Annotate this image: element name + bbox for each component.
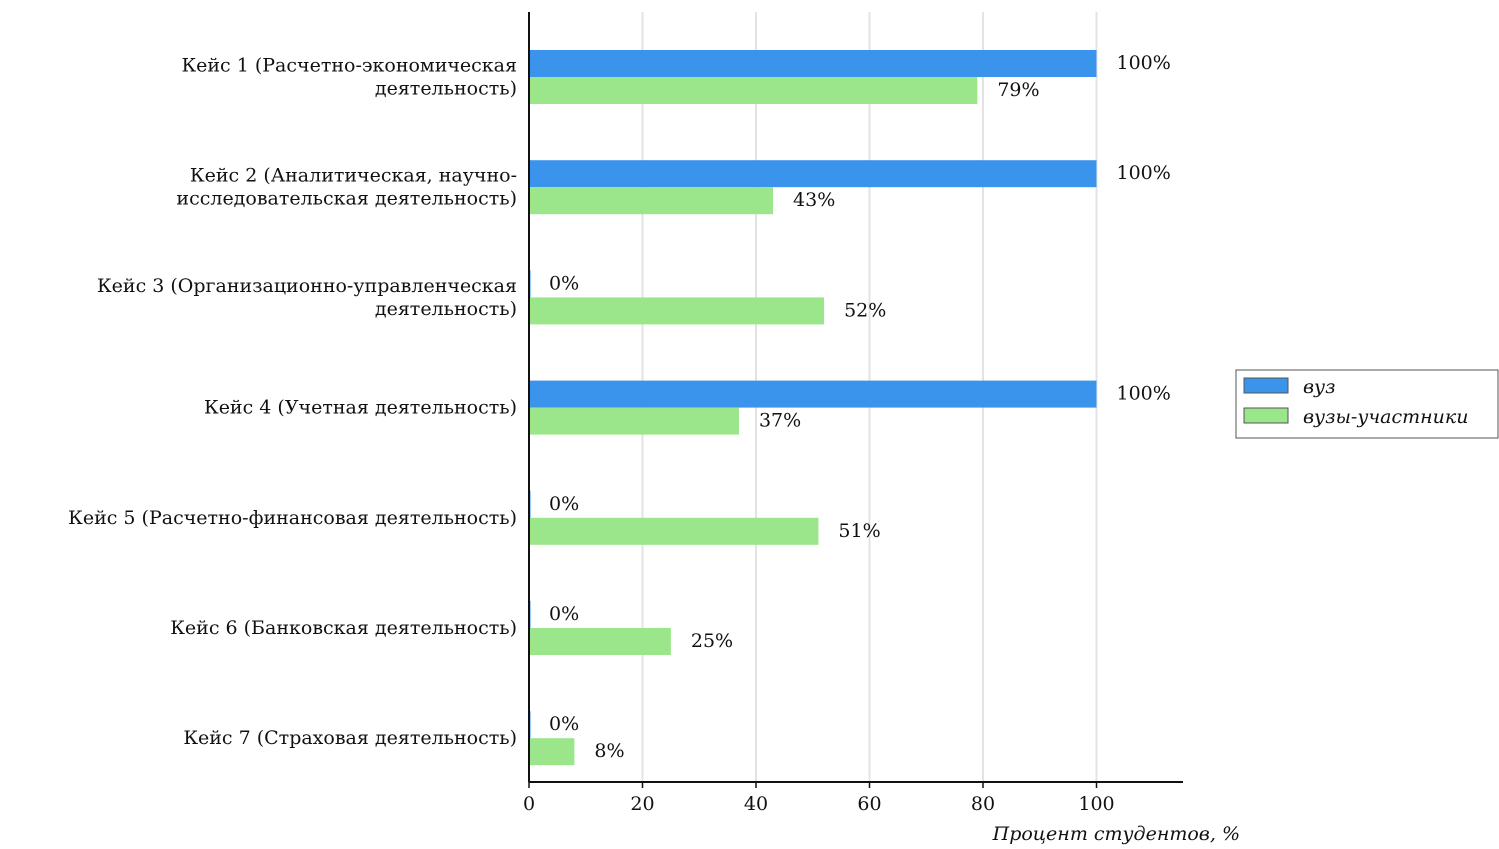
bar-vuzy-uchastniki-7 bbox=[529, 738, 575, 766]
category-label: Кейс 7 (Страховая деятельность) bbox=[183, 727, 517, 749]
value-label: 8% bbox=[594, 740, 624, 762]
bar-vuzy-uchastniki-6 bbox=[529, 628, 671, 655]
value-label: 51% bbox=[838, 520, 880, 542]
bars bbox=[529, 50, 1097, 766]
x-ticks: 0 20 40 60 80 100 bbox=[523, 782, 1115, 815]
value-label: 37% bbox=[759, 410, 801, 432]
x-tick-label: 100 bbox=[1078, 793, 1114, 815]
x-axis-title: Процент студентов, % bbox=[992, 823, 1240, 845]
value-label: 100% bbox=[1117, 162, 1171, 184]
category-label: Кейс 2 (Аналитическая, научно- bbox=[190, 165, 517, 187]
x-tick-label: 20 bbox=[630, 793, 654, 815]
category-label: Кейс 4 (Учетная деятельность) bbox=[204, 397, 517, 419]
value-label: 0% bbox=[549, 713, 579, 735]
bar-vuz-1 bbox=[529, 50, 1097, 77]
category-label: Кейс 1 (Расчетно-экономическая bbox=[181, 55, 517, 77]
legend-label: вуз bbox=[1303, 376, 1335, 398]
value-label: 100% bbox=[1117, 383, 1171, 405]
category-label: деятельность) bbox=[375, 298, 517, 320]
category-label: исследовательская деятельность) bbox=[176, 188, 517, 210]
bar-vuzy-uchastniki-1 bbox=[529, 77, 978, 104]
bar-vuzy-uchastniki-4 bbox=[529, 407, 739, 435]
bar-vuzy-uchastniki-5 bbox=[529, 517, 819, 545]
x-tick-label: 60 bbox=[857, 793, 881, 815]
value-label: 79% bbox=[997, 79, 1039, 101]
category-label: Кейс 5 (Расчетно-финансовая деятельность… bbox=[68, 507, 517, 529]
value-label: 43% bbox=[793, 189, 835, 211]
x-tick-label: 40 bbox=[744, 793, 768, 815]
value-label: 0% bbox=[549, 272, 579, 294]
category-label: Кейс 3 (Организационно-управленческая bbox=[97, 275, 517, 297]
legend: вуз вузы-участники bbox=[1235, 369, 1499, 439]
value-label: 0% bbox=[549, 603, 579, 625]
value-labels: 100% 79% 100% 43% 0% 52% 100% 37% 0% 51% 0% 25% 0% 8% bbox=[549, 52, 1171, 762]
bar-vuzy-uchastniki-2 bbox=[529, 187, 774, 215]
x-tick-label: 80 bbox=[971, 793, 995, 815]
legend-swatch bbox=[1243, 407, 1289, 424]
axes bbox=[528, 12, 1183, 783]
bar-vuz-2 bbox=[529, 160, 1097, 188]
value-label: 52% bbox=[844, 299, 886, 321]
category-label: Кейс 6 (Банковская деятельность) bbox=[170, 617, 517, 639]
x-tick-label: 0 bbox=[523, 793, 535, 815]
category-labels: Кейс 1 (Расчетно-экономическаядеятельнос… bbox=[68, 55, 517, 750]
value-label: 25% bbox=[691, 630, 733, 652]
value-label: 0% bbox=[549, 493, 579, 515]
legend-swatch bbox=[1243, 377, 1289, 394]
value-label: 100% bbox=[1117, 52, 1171, 74]
category-label: деятельность) bbox=[375, 78, 517, 100]
legend-label: вузы-участники bbox=[1303, 406, 1469, 428]
bar-vuz-4 bbox=[529, 380, 1097, 408]
bar-vuzy-uchastniki-3 bbox=[529, 297, 825, 325]
